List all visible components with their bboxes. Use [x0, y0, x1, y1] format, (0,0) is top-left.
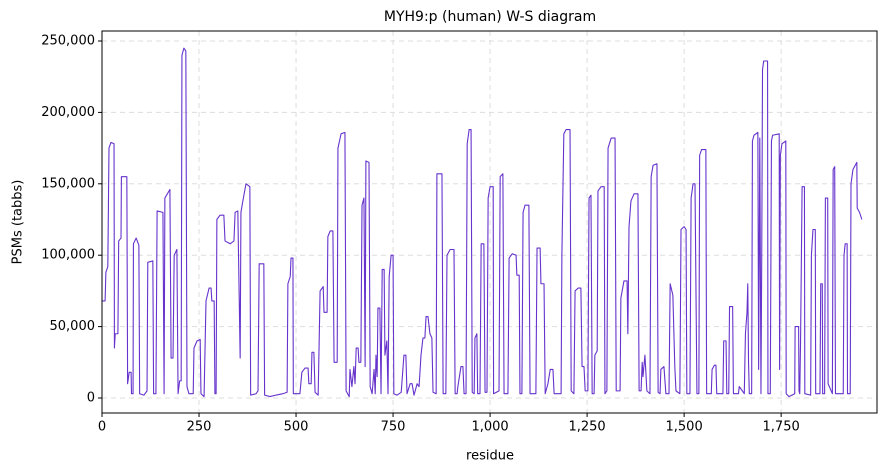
plot-frame [101, 30, 878, 414]
y-tick-label: 100,000 [41, 248, 95, 263]
x-tick-label: 250 [187, 420, 212, 435]
x-tick-label: 1,000 [471, 420, 508, 435]
x-tick-label: 500 [284, 420, 309, 435]
y-tick-label: 250,000 [41, 33, 95, 48]
x-axis-label: residue [466, 449, 514, 464]
x-tick-label: 750 [381, 420, 406, 435]
x-tick-label: 1,750 [763, 420, 800, 435]
y-tick-label: 50,000 [50, 319, 96, 334]
y-axis-label: PSMs (tabbs) [11, 180, 26, 265]
chart-title: MYH9:p (human) W-S diagram [384, 9, 596, 25]
y-tick-label: 0 [87, 391, 95, 406]
x-tick-label: 1,500 [666, 420, 703, 435]
x-tick-label: 1,250 [568, 420, 605, 435]
x-tick-label: 0 [98, 420, 106, 435]
y-tick-label: 200,000 [41, 105, 95, 120]
y-tick-label: 150,000 [41, 176, 95, 191]
data-line [102, 47, 863, 398]
